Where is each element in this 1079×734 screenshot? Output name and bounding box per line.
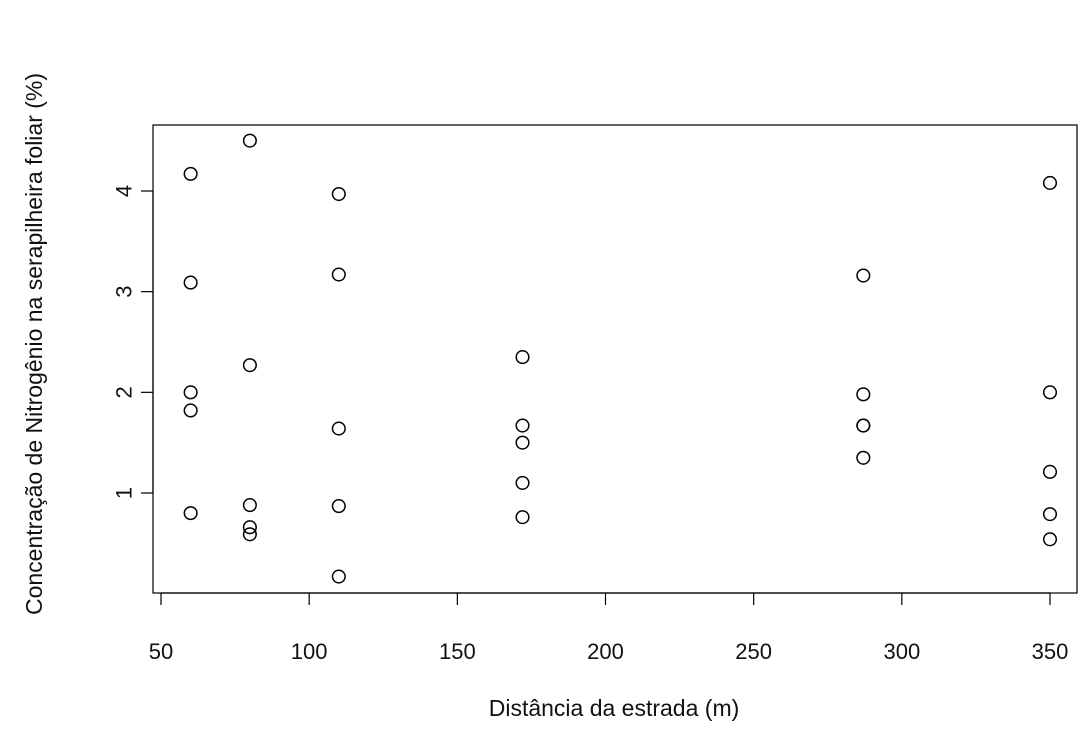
data-point [515, 475, 530, 490]
x-tick-label: 150 [439, 639, 476, 664]
data-point [515, 350, 530, 365]
data-point [242, 520, 257, 535]
data-point [183, 275, 198, 290]
data-point [242, 358, 257, 373]
data-point [242, 527, 257, 542]
data-point [331, 421, 346, 436]
data-point [331, 499, 346, 514]
y-axis-title: Concentração de Nitrogênio na serapilhei… [21, 73, 47, 615]
data-point [331, 186, 346, 202]
x-tick-label: 300 [883, 639, 920, 664]
data-point [1042, 385, 1058, 400]
x-axis-title: Distância da estrada (m) [489, 695, 740, 721]
data-point [331, 569, 346, 584]
data-point [1042, 507, 1058, 522]
data-point [183, 385, 198, 400]
data-point [1042, 464, 1058, 479]
data-point [515, 418, 530, 433]
x-tick-label: 250 [735, 639, 772, 664]
data-point [856, 268, 871, 283]
data-point [183, 166, 198, 181]
data-point [242, 133, 257, 148]
data-point [856, 450, 871, 465]
data-point [1042, 532, 1058, 547]
y-tick-label: 2 [112, 386, 137, 398]
data-point [242, 498, 257, 513]
data-point [515, 510, 530, 525]
data-point [183, 403, 198, 418]
y-tick-label: 4 [112, 185, 137, 197]
y-tick-label: 1 [112, 487, 137, 499]
data-point [183, 506, 198, 521]
data-point [1042, 175, 1058, 190]
x-axis-ticks: 50 100 150 200 250 300 350 [149, 593, 1069, 664]
data-point [856, 418, 871, 433]
data-points [183, 133, 1058, 584]
x-tick-label: 100 [291, 639, 328, 664]
y-axis-ticks: 1 2 3 4 [112, 185, 153, 499]
x-tick-label: 350 [1032, 639, 1069, 664]
x-tick-label: 50 [149, 639, 173, 664]
plot-frame [152, 124, 1078, 594]
data-point [856, 387, 871, 402]
x-tick-label: 200 [587, 639, 624, 664]
y-tick-label: 3 [112, 286, 137, 298]
data-point [515, 435, 530, 450]
data-point [331, 267, 346, 282]
